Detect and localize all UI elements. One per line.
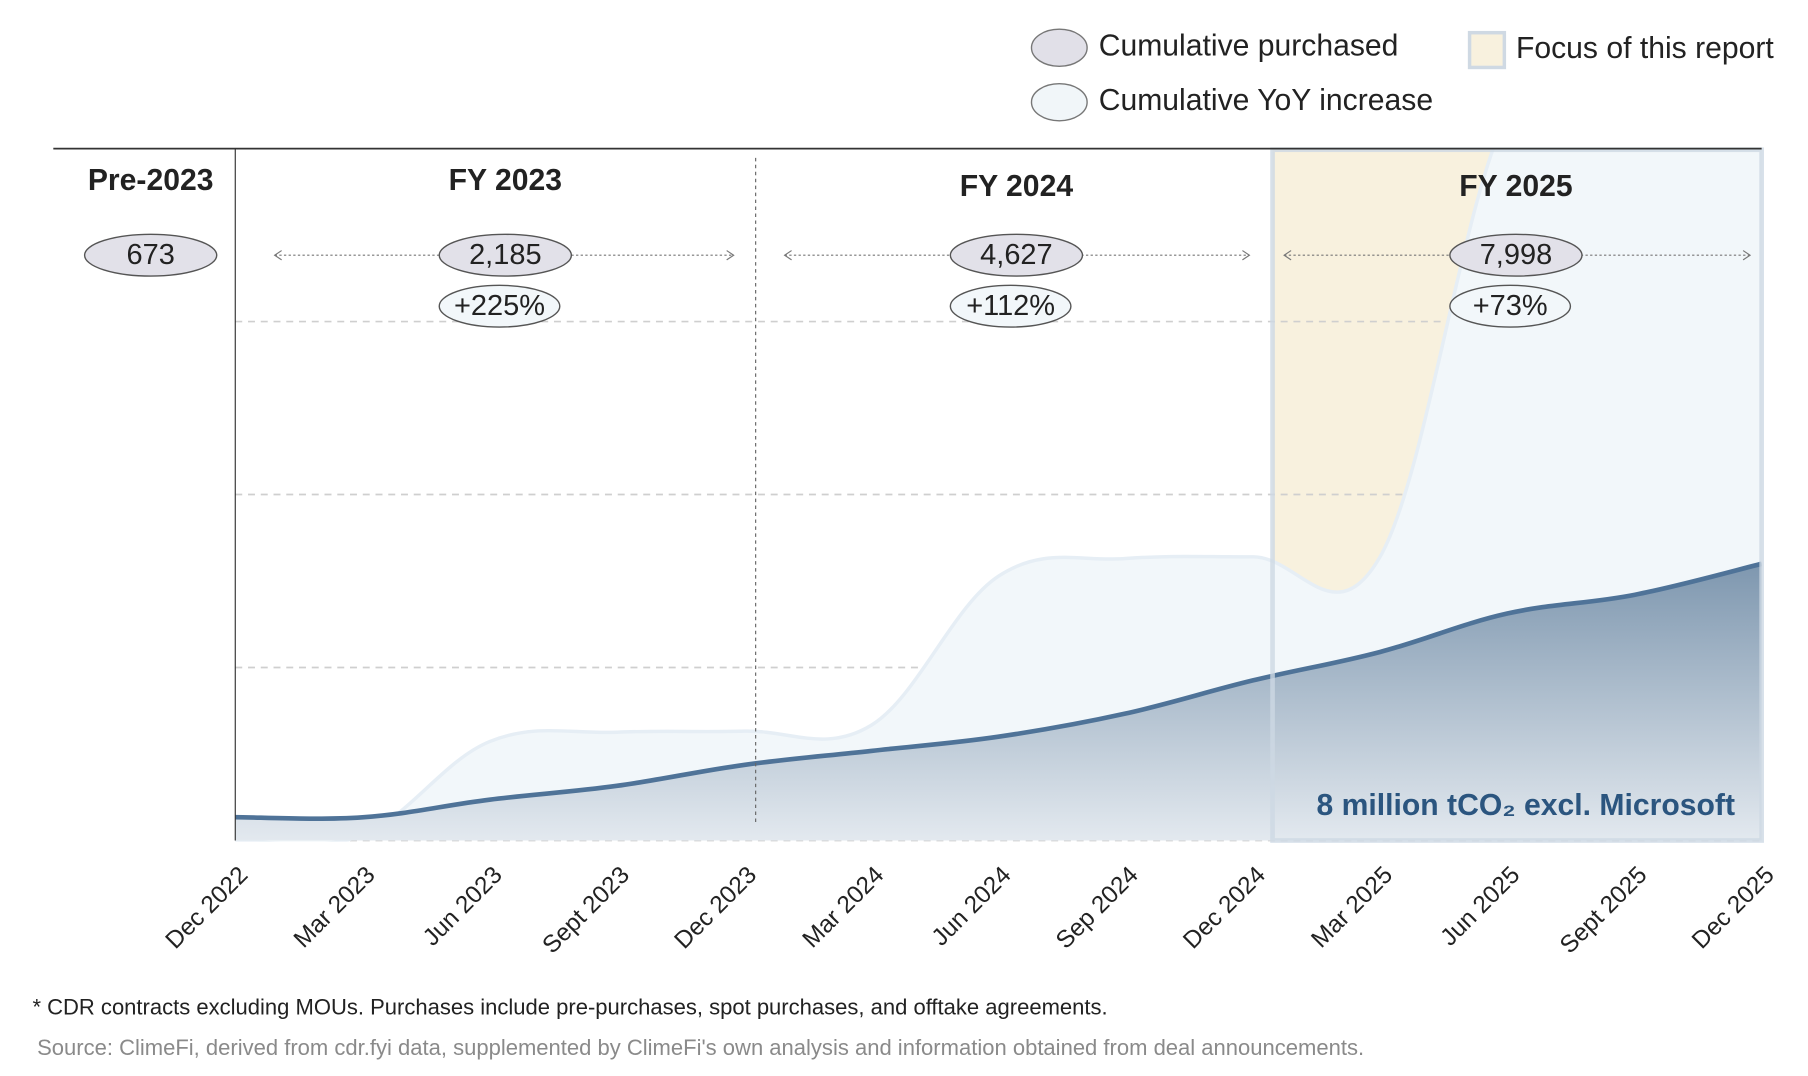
x-tick-label: Sept 2025: [1555, 861, 1653, 959]
arrowhead: [783, 250, 792, 261]
change-pill: [438, 284, 561, 328]
arrowhead: [1242, 250, 1251, 261]
x-tick-label: Sep 2024: [1051, 861, 1144, 954]
period-label: Pre-2023: [88, 164, 214, 197]
total-label: 7,998: [1480, 239, 1553, 271]
focus-border: [1270, 147, 1764, 843]
period-label: FY 2024: [960, 170, 1074, 203]
annotation: 8 million tCO₂ excl. Microsoft: [1317, 789, 1735, 822]
x-tick-label: Dec 2024: [1178, 861, 1271, 954]
total-pill: [438, 233, 573, 277]
source: Source: ClimeFi, derived from cdr.fyi da…: [37, 1035, 1364, 1060]
change-pill: [949, 284, 1072, 328]
legend-swatch: [1467, 30, 1507, 70]
x-tick-label: Dec 2022: [161, 861, 254, 954]
x-tick-label: Dec 2023: [669, 861, 762, 954]
total-label: 2,185: [469, 239, 542, 271]
x-tick-label: Jun 2025: [1435, 861, 1525, 951]
arrowhead: [726, 250, 735, 261]
total-label: 4,627: [980, 239, 1053, 271]
x-tick-label: Mar 2025: [1306, 861, 1398, 953]
x-tick-label: Mar 2023: [289, 861, 381, 953]
total-label: 673: [126, 239, 174, 271]
change-label: +225%: [454, 290, 545, 322]
legend-label: Cumulative purchased: [1099, 30, 1399, 63]
legend-swatch: [1030, 82, 1088, 122]
area: [235, 563, 1762, 841]
line: [235, 561, 1762, 822]
x-tick-label: Jun 2023: [418, 861, 508, 951]
change-label: +73%: [1473, 290, 1548, 322]
total-pill: [83, 233, 218, 277]
change-label: +112%: [966, 290, 1055, 322]
x-tick-label: Jun 2024: [927, 861, 1017, 951]
legend-swatch: [1030, 28, 1088, 67]
x-tick-label: Sept 2023: [537, 861, 635, 959]
line: [235, 148, 1496, 842]
series-group: [235, 561, 1762, 841]
legend-label: Focus of this report: [1516, 32, 1774, 65]
total-pill: [949, 233, 1084, 277]
legend-label: Cumulative YoY increase: [1099, 84, 1433, 117]
change-pill: [1449, 284, 1572, 328]
period-label: FY 2023: [449, 164, 562, 197]
arrowhead: [1283, 250, 1292, 261]
x-tick-label: Dec 2025: [1687, 861, 1780, 954]
x-tick-label: Mar 2024: [798, 861, 890, 953]
total-pill: [1449, 233, 1583, 277]
footnote: * CDR contracts excluding MOUs. Purchase…: [32, 994, 1107, 1019]
arrowhead: [273, 250, 282, 261]
period-label: FY 2025: [1459, 170, 1572, 203]
arrowhead: [1742, 250, 1752, 261]
